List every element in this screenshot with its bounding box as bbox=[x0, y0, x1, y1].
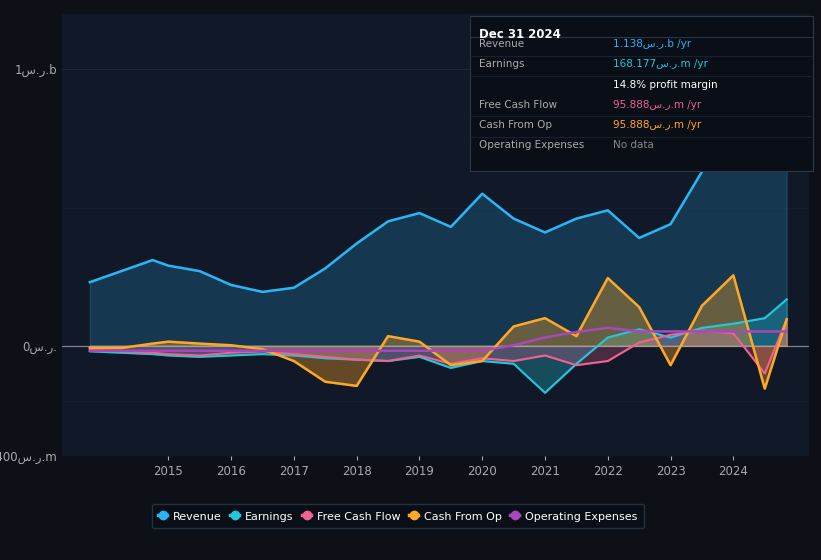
Text: 1.138س.ر.b /yr: 1.138س.ر.b /yr bbox=[613, 39, 691, 49]
Text: 14.8% profit margin: 14.8% profit margin bbox=[613, 80, 718, 90]
Text: 168.177س.ر.m /yr: 168.177س.ر.m /yr bbox=[613, 59, 709, 69]
Text: Dec 31 2024: Dec 31 2024 bbox=[479, 28, 562, 41]
Text: 95.888س.ر.m /yr: 95.888س.ر.m /yr bbox=[613, 100, 701, 110]
Text: Cash From Op: Cash From Op bbox=[479, 120, 553, 130]
Legend: Revenue, Earnings, Free Cash Flow, Cash From Op, Operating Expenses: Revenue, Earnings, Free Cash Flow, Cash … bbox=[152, 504, 644, 528]
Text: No data: No data bbox=[613, 140, 654, 150]
Text: Operating Expenses: Operating Expenses bbox=[479, 140, 585, 150]
Text: Earnings: Earnings bbox=[479, 59, 525, 69]
Text: Free Cash Flow: Free Cash Flow bbox=[479, 100, 557, 110]
Text: Revenue: Revenue bbox=[479, 39, 525, 49]
Text: 95.888س.ر.m /yr: 95.888س.ر.m /yr bbox=[613, 120, 701, 130]
